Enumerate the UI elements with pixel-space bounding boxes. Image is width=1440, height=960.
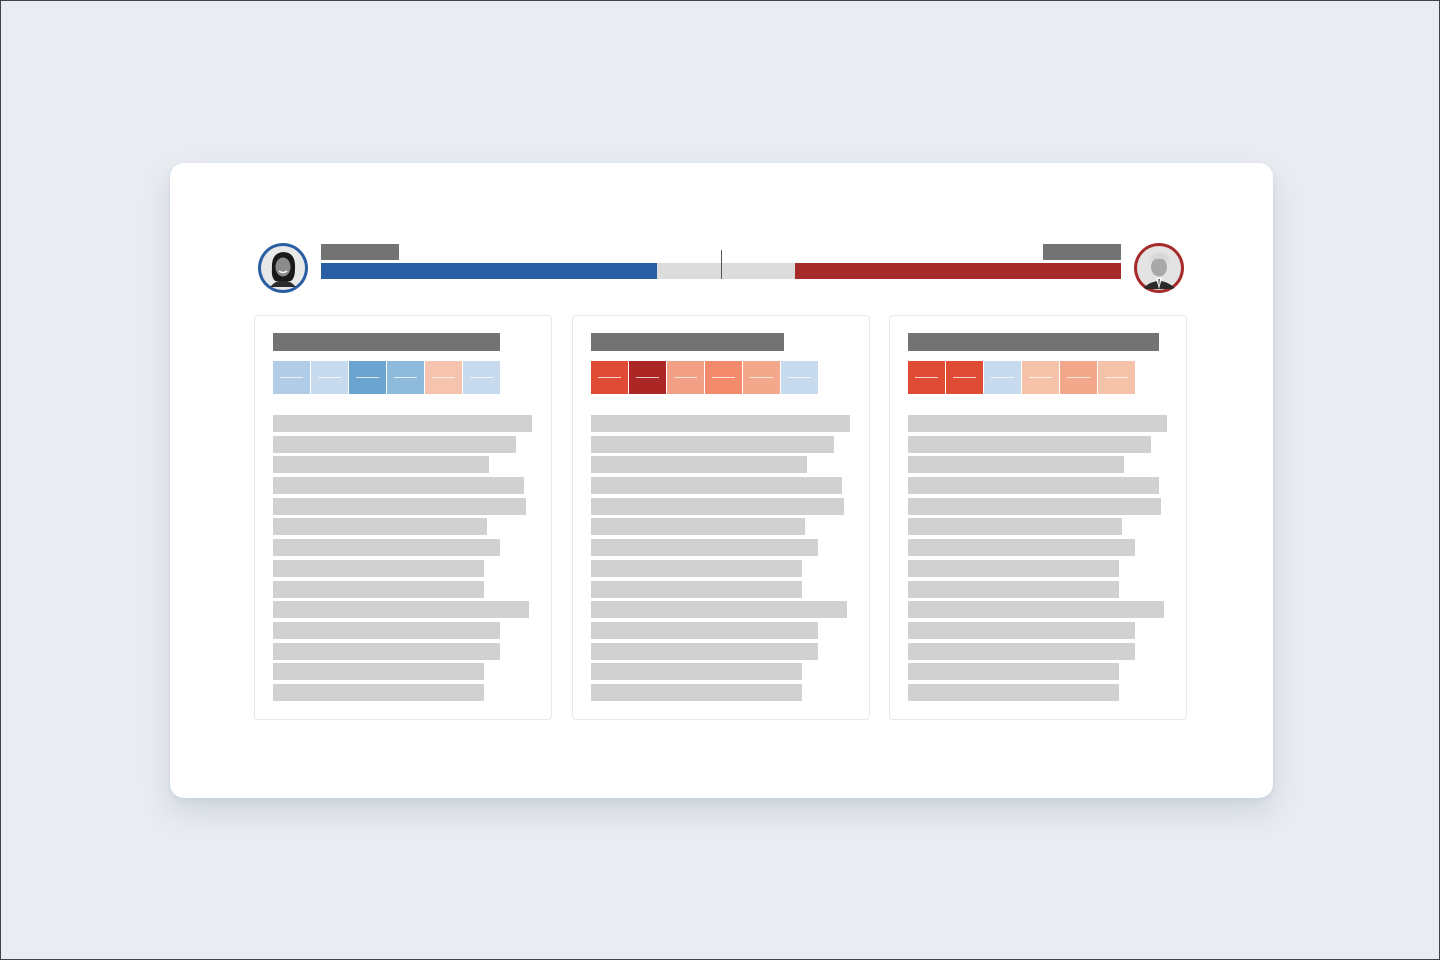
race-tile[interactable] <box>1098 361 1135 394</box>
race-tile[interactable] <box>946 361 983 394</box>
state-panel <box>254 315 552 720</box>
placeholder-text-line <box>273 435 516 453</box>
race-tile[interactable] <box>705 361 742 394</box>
placeholder-text-line <box>908 415 1167 432</box>
state-panel <box>889 315 1187 720</box>
text-lines <box>908 415 1167 705</box>
candidate-name-left <box>321 244 399 260</box>
placeholder-text-line <box>273 477 524 495</box>
placeholder-text-line <box>908 621 1136 639</box>
placeholder-text-line <box>908 456 1125 474</box>
placeholder-text-line <box>591 415 850 432</box>
placeholder-text-line <box>591 580 803 598</box>
candidate-avatar-left <box>258 243 308 293</box>
race-tile[interactable] <box>591 361 628 394</box>
portrait-icon <box>261 246 305 290</box>
candidate-avatar-right <box>1134 243 1184 293</box>
race-tiles <box>591 361 819 394</box>
tally-midpoint-marker <box>721 250 722 279</box>
placeholder-text-line <box>273 663 485 681</box>
placeholder-text-line <box>591 601 848 619</box>
panel-title <box>908 333 1159 351</box>
placeholder-text-line <box>908 435 1151 453</box>
race-tile[interactable] <box>908 361 945 394</box>
tally-right-segment <box>794 263 1121 279</box>
placeholder-text-line <box>908 518 1122 536</box>
placeholder-text-line <box>908 683 1120 701</box>
placeholder-text-line <box>591 539 819 557</box>
race-tile[interactable] <box>387 361 424 394</box>
race-tile[interactable] <box>273 361 310 394</box>
placeholder-text-line <box>273 683 485 701</box>
placeholder-text-line <box>273 518 487 536</box>
placeholder-text-line <box>273 559 485 577</box>
placeholder-text-line <box>591 663 803 681</box>
race-tile[interactable] <box>781 361 818 394</box>
race-tiles <box>273 361 501 394</box>
placeholder-text-line <box>591 477 842 495</box>
placeholder-text-line <box>591 497 845 515</box>
candidate-name-right <box>1043 244 1121 260</box>
placeholder-text-line <box>273 621 501 639</box>
placeholder-text-line <box>908 663 1120 681</box>
text-lines <box>591 415 850 705</box>
race-tile[interactable] <box>743 361 780 394</box>
placeholder-text-line <box>273 601 530 619</box>
race-tile[interactable] <box>349 361 386 394</box>
placeholder-text-line <box>273 580 485 598</box>
race-tiles <box>908 361 1136 394</box>
placeholder-text-line <box>908 580 1120 598</box>
placeholder-text-line <box>273 456 490 474</box>
placeholder-text-line <box>273 539 501 557</box>
placeholder-text-line <box>908 642 1136 660</box>
panel-title <box>273 333 501 351</box>
race-tile[interactable] <box>984 361 1021 394</box>
portrait-icon <box>1137 246 1181 290</box>
race-tile[interactable] <box>629 361 666 394</box>
race-tile[interactable] <box>425 361 462 394</box>
state-panel <box>572 315 870 720</box>
race-tile[interactable] <box>311 361 348 394</box>
placeholder-text-line <box>908 559 1120 577</box>
race-tile[interactable] <box>1022 361 1059 394</box>
placeholder-text-line <box>273 497 527 515</box>
race-tile[interactable] <box>463 361 500 394</box>
placeholder-text-line <box>908 497 1162 515</box>
tally-left-segment <box>321 263 657 279</box>
placeholder-text-line <box>591 642 819 660</box>
text-lines <box>273 415 532 705</box>
placeholder-text-line <box>591 683 803 701</box>
race-tile[interactable] <box>667 361 704 394</box>
placeholder-text-line <box>591 559 803 577</box>
placeholder-text-line <box>908 601 1165 619</box>
placeholder-text-line <box>273 642 501 660</box>
placeholder-text-line <box>273 415 532 432</box>
placeholder-text-line <box>908 539 1136 557</box>
placeholder-text-line <box>591 456 808 474</box>
placeholder-text-line <box>591 518 805 536</box>
placeholder-text-line <box>591 621 819 639</box>
placeholder-text-line <box>591 435 834 453</box>
placeholder-text-line <box>908 477 1159 495</box>
panel-title <box>591 333 784 351</box>
race-tile[interactable] <box>1060 361 1097 394</box>
